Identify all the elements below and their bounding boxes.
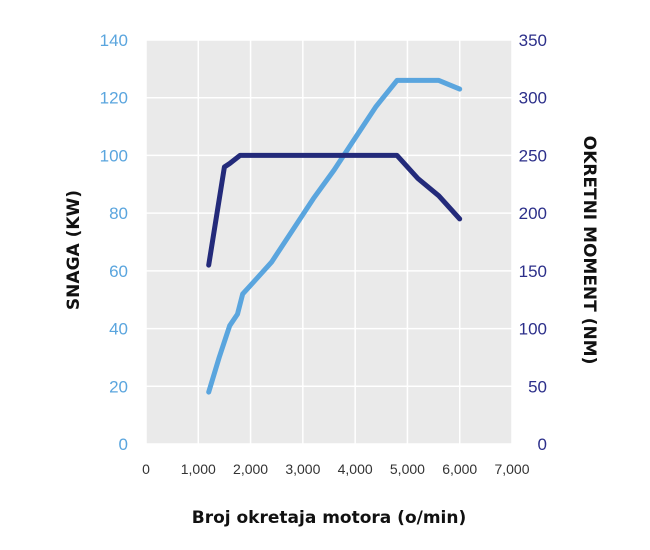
x-tick-label: 6,000 (442, 461, 477, 477)
series-group (206, 77, 463, 395)
left-y-tick-label: 60 (109, 262, 128, 281)
left-y-tick-label: 100 (100, 146, 128, 165)
left-y-tick-label: 40 (109, 320, 128, 339)
plot-area (146, 40, 512, 444)
x-tick-label: 5,000 (390, 461, 425, 477)
right-y-tick-label: 250 (519, 146, 547, 165)
right-y-tick-label: 350 (519, 31, 547, 50)
x-tick-label: 7,000 (494, 461, 529, 477)
x-tick-label: 2,000 (233, 461, 268, 477)
left-y-tick-label: 140 (100, 31, 128, 50)
right-y-tick-label: 300 (519, 89, 547, 108)
left-y-tick-label: 80 (109, 204, 128, 223)
left-axis-title: SNAGA (KW) (64, 190, 84, 310)
x-tick-label: 1,000 (181, 461, 216, 477)
x-axis-title: Broj okretaja motora (o/min) (192, 508, 467, 528)
right-y-tick-label: 100 (519, 320, 547, 339)
right-axis-title: OKRETNI MOMENT (NM) (579, 136, 599, 365)
power-series-line (206, 77, 463, 395)
x-tick-label: 0 (142, 461, 150, 477)
right-y-tick-label: 200 (519, 204, 547, 223)
left-y-tick-label: 20 (109, 377, 128, 396)
right-y-tick-label: 0 (538, 435, 547, 454)
right-y-tick-label: 50 (528, 377, 547, 396)
x-tick-label: 4,000 (338, 461, 373, 477)
tick-labels: 0 1,000 2,000 3,000 4,000 5,000 6,000 7,000 0 20 4… (100, 31, 547, 477)
x-tick-label: 3,000 (285, 461, 320, 477)
left-y-tick-label: 0 (119, 435, 128, 454)
left-y-tick-label: 120 (100, 89, 128, 108)
torque-series-line (206, 152, 463, 268)
right-y-tick-label: 150 (519, 262, 547, 281)
